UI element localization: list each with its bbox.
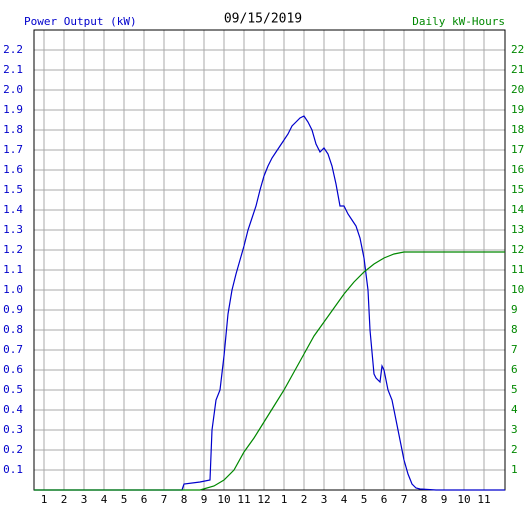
y-tick-label: 1.0 — [3, 283, 23, 296]
x-tick-label: 6 — [381, 493, 388, 506]
y2-tick-label: 1 — [511, 463, 518, 476]
x-tick-label: 7 — [401, 493, 408, 506]
y2-tick-label: 11 — [511, 263, 524, 276]
series-line — [34, 115, 505, 491]
x-tick-label: 9 — [441, 493, 448, 506]
x-tick-label: 5 — [121, 493, 128, 506]
y2-tick-label: 2 — [511, 443, 518, 456]
y2-tick-label: 18 — [511, 123, 524, 136]
y-tick-label: 1.9 — [3, 103, 23, 116]
y2-tick-label: 4 — [511, 403, 518, 416]
y-tick-label: 0.7 — [3, 343, 23, 356]
y-tick-label: 0.5 — [3, 383, 23, 396]
x-tick-label: 3 — [81, 493, 88, 506]
x-tick-label: 4 — [341, 493, 348, 506]
x-tick-label: 7 — [161, 493, 168, 506]
y2-tick-label: 3 — [511, 423, 518, 436]
y-tick-label: 1.3 — [3, 223, 23, 236]
y2-tick-label: 6 — [511, 363, 518, 376]
y2-tick-label: 15 — [511, 183, 524, 196]
series-line — [34, 251, 505, 491]
x-tick-label: 1 — [41, 493, 48, 506]
y2-tick-label: 14 — [511, 203, 525, 216]
x-tick-label: 4 — [101, 493, 108, 506]
y-tick-label: 1.7 — [3, 143, 23, 156]
x-tick-label: 10 — [217, 493, 230, 506]
y2-tick-label: 13 — [511, 223, 524, 236]
x-tick-label: 2 — [301, 493, 308, 506]
y2-tick-label: 9 — [511, 303, 518, 316]
y-tick-label: 0.6 — [3, 363, 23, 376]
x-tick-label: 9 — [201, 493, 208, 506]
y-tick-label: 2.2 — [3, 43, 23, 56]
y2-tick-label: 20 — [511, 83, 524, 96]
y2-tick-label: 10 — [511, 283, 524, 296]
y-tick-label: 1.4 — [3, 203, 23, 216]
y2-tick-label: 22 — [511, 43, 524, 56]
y-tick-label: 2.1 — [3, 63, 23, 76]
y-tick-label: 1.2 — [3, 243, 23, 256]
x-tick-label: 11 — [477, 493, 490, 506]
y-tick-label: 0.9 — [3, 303, 23, 316]
y2-tick-label: 21 — [511, 63, 524, 76]
y2-tick-label: 16 — [511, 163, 524, 176]
chart-title: 09/15/2019 — [224, 12, 302, 27]
y-tick-label: 0.4 — [3, 403, 23, 416]
x-tick-label: 11 — [237, 493, 250, 506]
x-tick-label: 6 — [141, 493, 148, 506]
x-tick-label: 5 — [361, 493, 368, 506]
x-tick-label: 2 — [61, 493, 68, 506]
y2-tick-label: 19 — [511, 103, 524, 116]
y2-axis-label: Daily kW-Hours — [412, 15, 505, 28]
y-tick-label: 1.5 — [3, 183, 23, 196]
x-tick-label: 12 — [257, 493, 270, 506]
x-tick-label: 3 — [321, 493, 328, 506]
y-tick-label: 1.8 — [3, 123, 23, 136]
x-tick-label: 8 — [421, 493, 428, 506]
y2-tick-label: 17 — [511, 143, 524, 156]
y-tick-label: 0.2 — [3, 443, 23, 456]
y-tick-label: 1.1 — [3, 263, 23, 276]
y-axis-label: Power Output (kW) — [24, 15, 137, 28]
y-tick-label: 0.8 — [3, 323, 23, 336]
plot-frame — [33, 29, 506, 491]
y-tick-label: 0.3 — [3, 423, 23, 436]
y-tick-label: 0.1 — [3, 463, 23, 476]
y-tick-label: 1.6 — [3, 163, 23, 176]
x-tick-label: 10 — [457, 493, 470, 506]
x-tick-label: 1 — [281, 493, 288, 506]
y2-tick-label: 12 — [511, 243, 524, 256]
y2-tick-label: 8 — [511, 323, 518, 336]
y2-tick-label: 7 — [511, 343, 518, 356]
y-tick-label: 2.0 — [3, 83, 23, 96]
y2-tick-label: 5 — [511, 383, 518, 396]
x-tick-label: 8 — [181, 493, 188, 506]
